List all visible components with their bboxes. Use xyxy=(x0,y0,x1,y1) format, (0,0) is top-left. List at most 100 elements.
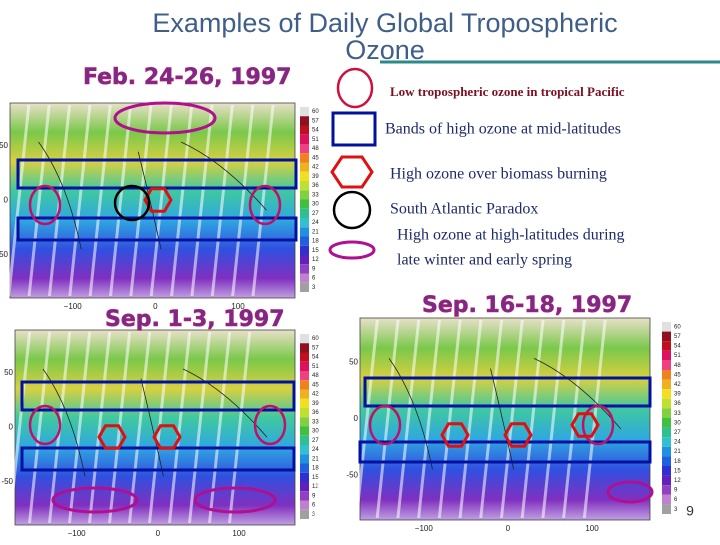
colorbar-cell xyxy=(300,162,309,172)
colorbar-cell xyxy=(300,445,309,455)
colorbar-label: 27 xyxy=(312,211,319,217)
map-swath xyxy=(68,105,92,296)
map-date: Sep. 16-18, 1997 xyxy=(422,293,632,318)
map-swath xyxy=(479,320,504,518)
axis-label: −100 xyxy=(64,302,83,311)
map-swath xyxy=(210,105,234,296)
colorbar-cell xyxy=(662,398,671,409)
map-swath xyxy=(334,320,359,518)
map-image xyxy=(9,102,296,299)
legend-symbol xyxy=(336,67,374,109)
colorbar-cell xyxy=(300,482,309,492)
colorbar-label: 27 xyxy=(312,438,319,444)
map-swath xyxy=(251,105,275,296)
colorbar-label: 30 xyxy=(312,429,319,435)
legend-text: South Atlantic Paradox xyxy=(390,201,538,218)
colorbar-label: 21 xyxy=(312,229,319,235)
colorbar-label: 18 xyxy=(674,459,681,465)
colorbar-cell xyxy=(662,427,671,438)
colorbar-label: 21 xyxy=(312,456,319,462)
map-swath xyxy=(231,105,255,296)
colorbar-label: 48 xyxy=(312,146,319,152)
colorbar-cell xyxy=(300,417,309,427)
colorbar-cell xyxy=(300,107,309,117)
axis-label: 50 xyxy=(4,368,13,377)
colorbar-cell xyxy=(300,153,309,163)
colorbar-cell xyxy=(662,408,671,418)
axis-label: 0 xyxy=(4,196,9,205)
map-swath xyxy=(499,320,524,518)
colorbar-label: 3 xyxy=(674,507,678,513)
axis-label: 100 xyxy=(232,529,246,538)
colorbar-label: 39 xyxy=(312,174,319,180)
map-swath xyxy=(27,105,51,296)
map-swath xyxy=(168,332,192,523)
colorbar-cell xyxy=(300,426,309,436)
biomass-marker xyxy=(97,424,127,450)
colorbar-cell xyxy=(662,370,671,380)
colorbar-label: 57 xyxy=(312,345,319,351)
axis-label: −100 xyxy=(415,524,434,533)
pacific-marker xyxy=(28,184,62,226)
colorbar-cell xyxy=(300,218,309,228)
colorbar-label: 24 xyxy=(312,220,319,226)
colorbar-label: 15 xyxy=(312,248,319,254)
map-swath xyxy=(188,332,212,523)
colorbar-label: 30 xyxy=(674,420,681,426)
colorbar-label: 33 xyxy=(312,419,319,425)
map-swath xyxy=(228,332,252,523)
colorbar-label: 12 xyxy=(312,257,319,263)
colorbar-label: 24 xyxy=(312,447,319,453)
colorbar-label: 42 xyxy=(312,165,319,171)
colorbar-label: 60 xyxy=(312,109,319,115)
axis-label: 50 xyxy=(349,358,358,367)
colorbar-label: 12 xyxy=(312,484,319,490)
colorbar-label: 45 xyxy=(312,382,319,388)
colorbar-cell xyxy=(662,360,671,370)
band-marker xyxy=(20,380,296,412)
colorbar-label: 51 xyxy=(312,364,319,370)
map-swath xyxy=(354,320,379,518)
colorbar-cell xyxy=(300,208,309,218)
high-latitude-marker xyxy=(113,101,217,135)
colorbar-cell xyxy=(662,322,671,332)
colorbar-cell xyxy=(300,463,309,473)
colorbar-label: 6 xyxy=(674,497,678,503)
colorbar-cell xyxy=(300,361,309,371)
biomass-marker xyxy=(143,187,173,213)
colorbar-label: 12 xyxy=(674,478,681,484)
legend-symbol xyxy=(331,111,377,147)
map-swath xyxy=(0,105,10,296)
colorbar-label: 30 xyxy=(312,202,319,208)
colorbar-label: 21 xyxy=(674,449,681,455)
colorbar-cell xyxy=(300,472,309,482)
colorbar-cell xyxy=(300,255,309,265)
colorbar-label: 57 xyxy=(674,334,681,340)
band-marker xyxy=(16,216,298,242)
colorbar-cell xyxy=(300,380,309,390)
colorbar-label: 33 xyxy=(312,192,319,198)
colorbar-cell xyxy=(300,264,309,274)
colorbar-cell xyxy=(300,500,309,510)
high-latitude-marker xyxy=(606,480,654,504)
map-swath xyxy=(437,320,462,518)
colorbar-cell xyxy=(300,134,309,144)
map-swath xyxy=(170,105,194,296)
map-date: Feb. 24-26, 1997 xyxy=(83,65,291,90)
axis-label: 0 xyxy=(354,414,359,423)
map-swath xyxy=(375,320,400,518)
map-swath xyxy=(88,332,112,523)
colorbar-label: 9 xyxy=(312,493,316,499)
colorbar-label: 39 xyxy=(312,401,319,407)
map-swath xyxy=(190,105,214,296)
legend-text: Low tropospheric ozone in tropical Pacif… xyxy=(390,84,625,99)
map-swath xyxy=(541,320,566,518)
biomass-marker xyxy=(570,412,600,438)
colorbar-cell xyxy=(300,389,309,399)
biomass-marker xyxy=(152,424,182,450)
map-swath xyxy=(68,332,92,523)
map-swath xyxy=(128,332,152,523)
axis-label: 50 xyxy=(0,141,9,150)
colorbar-label: 48 xyxy=(312,373,319,379)
